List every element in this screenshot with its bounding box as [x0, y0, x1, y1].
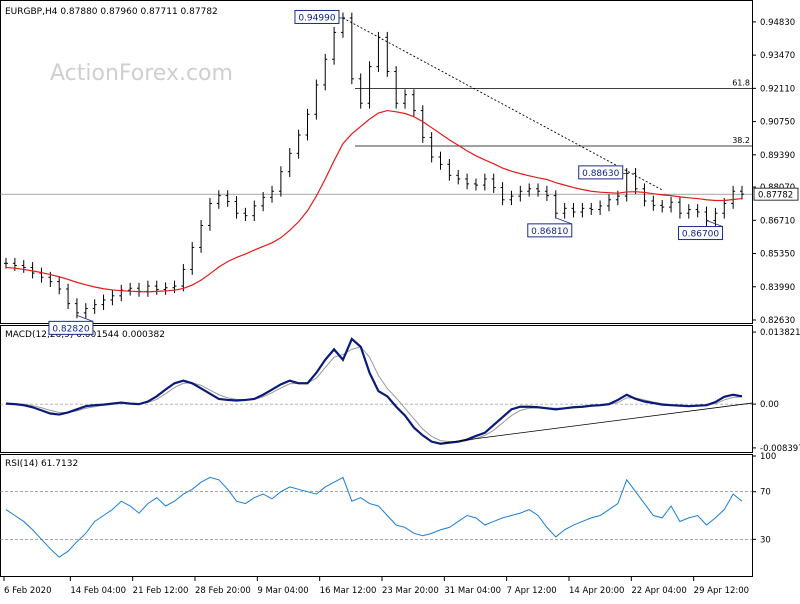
price-y-tick-label: 0.90750	[760, 118, 795, 128]
axes-layer: 0.948300.934700.921100.907500.893900.880…	[3, 18, 800, 596]
moving-average-layer	[5, 109, 743, 293]
watermark-text: ActionForex.com	[50, 61, 233, 86]
x-tick-label: 31 Mar 04:00	[444, 586, 501, 596]
macd-trendline	[440, 402, 753, 444]
price-annotations-layer: 0.94990 0.82820 0.86810 0.88630 0.86700	[48, 9, 724, 335]
x-tick-label: 28 Feb 20:00	[195, 586, 251, 596]
fib-level-label: 38.2	[732, 136, 750, 145]
annotation-label: 0.86810	[531, 227, 568, 237]
rsi-y-tick-label: 100	[760, 452, 776, 462]
annotation-connector	[706, 220, 723, 227]
x-tick-label: 16 Mar 12:00	[320, 586, 377, 596]
price-y-tick-label: 0.89390	[760, 151, 795, 161]
annotation-label: 0.86700	[682, 230, 719, 240]
macd-y-tick-label: -0.008397	[760, 444, 800, 454]
price-y-tick-label: 0.94830	[760, 18, 795, 28]
x-tick-label: 21 Feb 12:00	[133, 586, 189, 596]
annotation-box	[678, 226, 724, 241]
rsi-layer	[0, 476, 752, 558]
rsi-y-tick-label: 30	[760, 535, 771, 545]
fib-level-label: 61.8	[732, 78, 750, 87]
price-panel-frame	[0, 0, 753, 324]
annotation-connector	[555, 217, 572, 225]
annotation-label: 0.88630	[582, 169, 619, 179]
annotation-label: 0.94990	[298, 13, 335, 23]
annotation-box	[294, 9, 340, 24]
macd-line	[5, 337, 743, 445]
x-tick-label: 14 Apr 20:00	[569, 586, 624, 596]
price-y-tick-label: 0.93470	[760, 51, 795, 61]
rsi-panel-frame	[0, 454, 753, 577]
macd-layer	[0, 337, 753, 445]
x-tick-label: 6 Feb 2020	[4, 586, 52, 596]
annotation-box	[527, 223, 573, 238]
x-tick-label: 7 Apr 12:00	[507, 586, 557, 596]
price-y-tick-label: 0.92110	[760, 84, 795, 94]
x-tick-label: 9 Mar 04:00	[257, 586, 308, 596]
macd-panel-title: MACD(12,26,9) 0.001544 0.000382	[5, 330, 165, 340]
price-y-tick-label: 0.83990	[760, 283, 795, 293]
x-tick-label: 22 Apr 04:00	[631, 586, 686, 596]
current-price-label: 0.87782	[758, 191, 793, 201]
rsi-line	[5, 476, 743, 558]
x-tick-label: 14 Feb 04:00	[70, 586, 126, 596]
price-panel-title: EURGBP,H4 0.87880 0.87960 0.87711 0.8778…	[5, 7, 218, 17]
annotation-label: 0.82820	[52, 324, 89, 334]
rsi-y-tick-label: 70	[760, 488, 771, 498]
price-y-tick-label: 0.86710	[760, 216, 795, 226]
price-y-tick-label: 0.85350	[760, 250, 795, 260]
macd-y-tick-label: 0.013821	[760, 328, 800, 338]
price-y-tick-label: 0.82630	[760, 316, 795, 326]
rsi-panel-title: RSI(14) 61.7132	[5, 459, 78, 469]
macd-y-tick-label: 0.00	[760, 400, 779, 410]
x-tick-label: 23 Mar 20:00	[382, 586, 439, 596]
x-tick-label: 29 Apr 12:00	[694, 586, 749, 596]
annotation-connector	[76, 314, 94, 322]
annotation-box	[578, 165, 624, 180]
price-trendline	[342, 17, 663, 191]
current-price-tag	[753, 187, 799, 201]
moving-average-line	[5, 109, 743, 293]
annotation-box	[48, 320, 94, 335]
